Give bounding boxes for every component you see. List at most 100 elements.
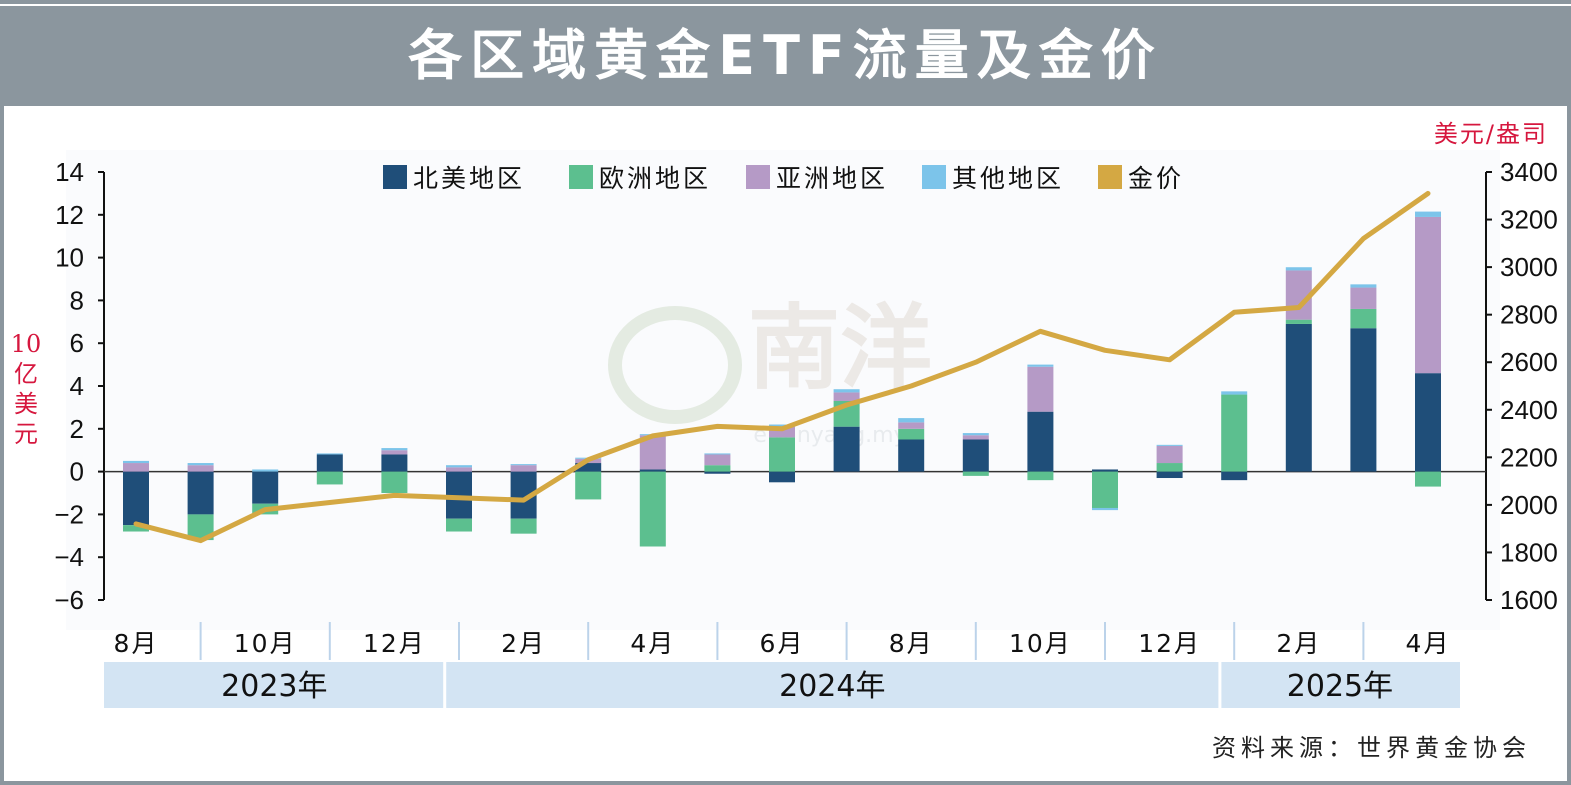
year-label: 2025年 bbox=[1287, 669, 1393, 704]
legend-swatch-europe bbox=[569, 165, 593, 189]
bar-europe bbox=[316, 471, 343, 485]
bar-other bbox=[1350, 284, 1377, 288]
bar-north_america bbox=[381, 454, 408, 472]
legend-label-north_america: 北美地区 bbox=[413, 164, 525, 193]
left-axis-tick-label: 0 bbox=[70, 457, 84, 487]
legend-label-gold: 金价 bbox=[1128, 164, 1184, 193]
left-axis-unit-label: 亿 bbox=[14, 360, 38, 388]
right-axis-tick-label: 3400 bbox=[1500, 157, 1558, 187]
bar-europe bbox=[510, 518, 537, 534]
plot-background bbox=[66, 150, 1500, 630]
right-axis-tick-label: 2800 bbox=[1500, 300, 1558, 330]
bar-other bbox=[769, 424, 795, 427]
month-label: 12月 bbox=[1138, 629, 1201, 658]
right-axis-unit-label: 美元/盎司 bbox=[1434, 120, 1548, 148]
bar-asia bbox=[704, 454, 731, 466]
bar-north_america bbox=[898, 439, 925, 472]
bar-other bbox=[704, 453, 731, 455]
bar-other bbox=[446, 465, 472, 468]
month-label: 8月 bbox=[889, 629, 934, 658]
left-axis-tick-label: 2 bbox=[70, 414, 84, 444]
bar-asia bbox=[381, 450, 408, 455]
watermark-logo-text: 南洋 bbox=[748, 294, 932, 402]
bar-north_america bbox=[1350, 328, 1377, 472]
bar-europe bbox=[123, 525, 149, 532]
year-label: 2024年 bbox=[779, 669, 885, 704]
bar-europe bbox=[639, 471, 666, 547]
bar-other bbox=[187, 463, 214, 466]
bar-europe bbox=[898, 428, 925, 440]
bar-asia bbox=[1156, 445, 1183, 464]
left-axis-tick-label: −4 bbox=[54, 542, 84, 572]
month-label: 6月 bbox=[760, 629, 805, 658]
bar-north_america bbox=[639, 469, 666, 472]
bar-north_america bbox=[769, 471, 795, 483]
legend-label-other: 其他地区 bbox=[952, 164, 1064, 193]
year-label: 2023年 bbox=[221, 669, 327, 704]
left-axis-unit-label: 美 bbox=[14, 390, 38, 418]
bar-other bbox=[1027, 364, 1054, 367]
bar-asia bbox=[123, 463, 149, 472]
left-axis-tick-label: 8 bbox=[70, 285, 84, 315]
bar-asia bbox=[446, 467, 472, 472]
bar-europe bbox=[1415, 471, 1441, 487]
bar-north_america bbox=[1092, 469, 1118, 472]
bar-asia bbox=[833, 392, 860, 401]
bar-other bbox=[252, 469, 279, 472]
year-band bbox=[104, 662, 1460, 708]
legend-swatch-asia bbox=[746, 165, 770, 189]
bar-other bbox=[1092, 507, 1118, 511]
month-label: 4月 bbox=[630, 629, 675, 658]
bar-other bbox=[1285, 267, 1312, 271]
bar-europe bbox=[1285, 319, 1312, 324]
left-axis-tick-label: 14 bbox=[55, 157, 84, 187]
bar-other bbox=[123, 460, 149, 464]
left-axis-tick-label: 10 bbox=[55, 243, 84, 273]
right-axis-tick-label: 2600 bbox=[1500, 347, 1558, 377]
bar-europe bbox=[1092, 471, 1118, 508]
bar-europe bbox=[575, 471, 602, 500]
bar-europe bbox=[1221, 394, 1248, 472]
legend-swatch-other bbox=[922, 165, 946, 189]
legend-label-europe: 欧洲地区 bbox=[599, 164, 711, 193]
bar-north_america bbox=[833, 426, 860, 472]
right-axis-tick-label: 1800 bbox=[1500, 537, 1558, 567]
source-note: 资料来源：世界黄金协会 bbox=[1212, 734, 1531, 762]
left-axis-tick-label: 4 bbox=[70, 371, 84, 401]
legend-swatch-gold bbox=[1098, 165, 1122, 189]
bar-asia bbox=[1415, 216, 1441, 374]
bar-north_america bbox=[575, 463, 602, 472]
bar-asia bbox=[769, 426, 795, 438]
bar-other bbox=[316, 453, 343, 455]
right-axis-tick-label: 3000 bbox=[1500, 252, 1558, 282]
month-label: 10月 bbox=[234, 629, 297, 658]
bar-other bbox=[962, 433, 989, 436]
right-axis-tick-label: 2000 bbox=[1500, 490, 1558, 520]
bar-asia bbox=[187, 465, 214, 472]
bar-europe bbox=[1156, 463, 1183, 472]
bar-north_america bbox=[1285, 323, 1312, 472]
bar-other bbox=[1156, 444, 1183, 446]
bar-north_america bbox=[187, 471, 214, 515]
bar-europe bbox=[446, 518, 472, 532]
bar-north_america bbox=[252, 471, 279, 504]
bar-north_america bbox=[704, 471, 731, 474]
watermark-logo-ring bbox=[608, 306, 742, 424]
bar-north_america bbox=[1027, 411, 1054, 472]
left-axis-unit-label: 元 bbox=[14, 420, 38, 448]
bar-asia bbox=[962, 435, 989, 440]
left-axis-tick-label: −6 bbox=[54, 585, 84, 615]
legend-label-asia: 亚洲地区 bbox=[776, 164, 888, 193]
bar-other bbox=[833, 389, 860, 393]
month-label: 2月 bbox=[1276, 629, 1321, 658]
bar-asia bbox=[510, 465, 537, 472]
bar-north_america bbox=[1415, 373, 1441, 472]
chart-title: 各区域黄金ETF流量及金价 bbox=[408, 24, 1163, 87]
left-axis-tick-label: −2 bbox=[54, 499, 84, 529]
month-label: 10月 bbox=[1009, 629, 1072, 658]
bar-europe bbox=[1350, 308, 1377, 329]
left-axis-unit-label: 10 bbox=[11, 330, 42, 358]
bar-other bbox=[510, 464, 537, 466]
